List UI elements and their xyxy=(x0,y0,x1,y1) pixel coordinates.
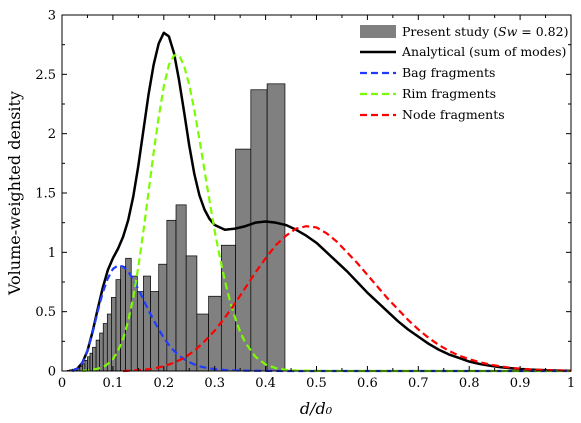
histogram-bar xyxy=(130,275,138,372)
y-tick-label: 1.5 xyxy=(35,187,56,202)
legend-histogram-swatch xyxy=(360,25,396,38)
histogram-bar xyxy=(158,263,168,372)
legend-histogram-label: Present study (Sw = 0.82) xyxy=(402,24,568,39)
histogram-bar xyxy=(115,279,121,372)
x-axis-title: d/d₀ xyxy=(300,399,333,418)
histogram-bar xyxy=(111,297,117,372)
curves xyxy=(71,31,572,373)
histogram-bar xyxy=(120,266,126,372)
histogram-bar xyxy=(143,275,151,372)
x-tick-label: 0.2 xyxy=(153,376,174,391)
y-tick-label: 2.5 xyxy=(35,68,56,83)
y-axis-ticks: 0 0.5 1 1.5 2 2.5 3 xyxy=(35,9,571,380)
histogram-bar xyxy=(196,313,209,372)
histogram-bar xyxy=(175,204,187,372)
histogram-bar xyxy=(99,332,104,372)
histogram-bar xyxy=(166,219,177,372)
node-fragments-curve xyxy=(123,225,572,373)
histogram-bar xyxy=(136,291,144,372)
legend-node-label: Node fragments xyxy=(402,107,505,122)
legend: Present study (Sw = 0.82) Analytical (su… xyxy=(360,24,568,122)
x-tick-label: 0.9 xyxy=(510,376,531,391)
x-axis-ticks: 0 0.1 0.2 0.3 0.4 0.5 0.6 0.7 0.8 0.9 1 xyxy=(58,15,575,391)
rim-fragments-curve xyxy=(82,54,571,373)
x-tick-label: 0.8 xyxy=(459,376,480,391)
y-tick-label: 0 xyxy=(48,365,56,380)
x-tick-label: 0 xyxy=(58,376,66,391)
y-axis-title: Volume-weighted density xyxy=(5,91,24,296)
histogram-bar xyxy=(95,339,101,372)
histogram-bar xyxy=(92,346,97,372)
legend-analytical-label: Analytical (sum of modes) xyxy=(401,44,566,59)
histogram-bar xyxy=(150,291,160,372)
x-tick-label: 1 xyxy=(567,376,575,391)
y-tick-label: 3 xyxy=(48,9,56,24)
legend-rim-label: Rim fragments xyxy=(402,86,496,101)
histogram-bar xyxy=(250,89,268,372)
y-tick-label: 2 xyxy=(48,127,56,142)
x-tick-label: 0.6 xyxy=(357,376,378,391)
histogram-bar xyxy=(220,244,236,372)
legend-bag-label: Bag fragments xyxy=(402,65,495,80)
x-tick-label: 0.1 xyxy=(103,376,124,391)
y-tick-label: 1 xyxy=(48,246,56,261)
x-tick-label: 0.4 xyxy=(255,376,276,391)
x-tick-label: 0.7 xyxy=(408,376,429,391)
y-tick-label: 0.5 xyxy=(35,305,56,320)
analytical-curve xyxy=(71,31,572,373)
histogram-bar xyxy=(89,352,93,372)
histogram-bars xyxy=(66,83,286,372)
histogram-bar xyxy=(266,83,286,372)
x-tick-label: 0.3 xyxy=(204,376,225,391)
x-tick-label: 0.5 xyxy=(306,376,327,391)
bag-fragments-curve xyxy=(71,264,571,373)
